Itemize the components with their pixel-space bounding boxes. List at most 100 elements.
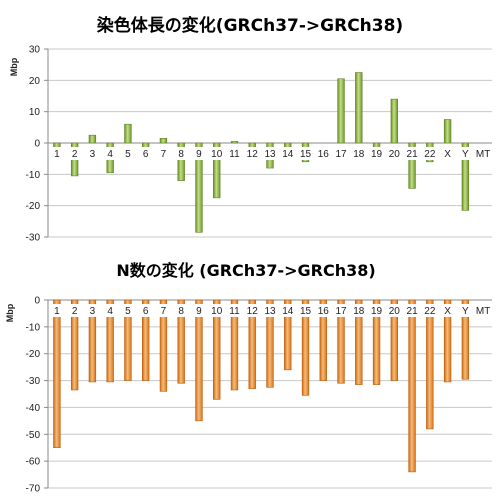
bar-chr-X — [443, 299, 452, 383]
y-axis-label: Mbp — [9, 57, 19, 76]
y-tick-label: -10 — [26, 170, 41, 181]
category-label-bg — [439, 147, 456, 160]
bar-chr-11 — [230, 299, 239, 391]
bar-chr-18 — [355, 299, 363, 385]
category-label-bg — [262, 147, 278, 160]
category-label-bg — [279, 304, 296, 317]
category-label: MT — [476, 306, 490, 317]
bar-chr-15 — [301, 299, 310, 396]
bar-chr-14 — [284, 299, 292, 371]
category-label: 9 — [196, 149, 202, 160]
category-label: 19 — [371, 306, 383, 317]
category-label-bg — [208, 304, 225, 317]
category-labels: 1 2 3 4 5 6 7 8 9 10 11 12 13 14 15 16 17 18 19 20 21 22 X Y MT — [48, 304, 492, 317]
category-label: 16 — [318, 149, 330, 160]
bar-chr-7 — [159, 138, 168, 144]
category-label: 4 — [107, 306, 113, 317]
category-label: 11 — [229, 306, 240, 317]
category-label: 2 — [72, 149, 78, 160]
category-label-bg — [315, 304, 332, 317]
y-tick-label: -70 — [26, 484, 41, 495]
category-label: X — [444, 149, 451, 160]
category-label: Y — [462, 306, 469, 317]
category-label-bg — [457, 304, 474, 317]
bar-chr-2 — [70, 299, 79, 391]
bar-chr-9 — [195, 142, 203, 233]
bar-chr-10 — [213, 299, 221, 400]
y-axis-label: Mbp — [5, 303, 15, 322]
category-label: 17 — [335, 149, 347, 160]
category-label-bg — [48, 304, 65, 317]
bar-chr-3 — [88, 299, 97, 383]
category-label-bg — [350, 147, 367, 160]
category-label: 14 — [282, 306, 294, 317]
bar-chr-16 — [319, 299, 327, 381]
category-label-bg — [457, 147, 474, 160]
category-label-bg — [279, 147, 296, 160]
y-tick-label: -50 — [26, 430, 41, 441]
bar-chr-19 — [372, 299, 381, 385]
y-tick-label: 10 — [29, 107, 41, 118]
category-label: 1 — [54, 149, 60, 160]
category-label-bg — [102, 304, 119, 317]
category-label-bg — [475, 147, 492, 160]
category-label: 19 — [371, 149, 383, 160]
chart-title: 染色体長の変化(GRCh37->GRCh38) — [97, 15, 403, 36]
y-tick-label: -30 — [26, 376, 41, 387]
n-count-change-chart: N数の変化 (GRCh37->GRCh38) Mbp 0 -10 -20 -30 -40… — [5, 261, 492, 495]
category-label-bg — [66, 147, 83, 160]
bar-chr-17 — [337, 78, 345, 144]
category-labels: 1 2 3 4 5 6 7 8 9 10 11 12 13 14 15 16 17 18 19 20 21 22 X Y MT — [48, 147, 492, 160]
category-label-bg — [386, 147, 403, 160]
category-label: 5 — [125, 149, 131, 160]
category-label-bg — [297, 147, 314, 160]
bar-chr-7 — [159, 299, 168, 392]
y-tick-label: -20 — [26, 201, 41, 212]
category-label: X — [444, 306, 451, 317]
category-label-bg — [173, 147, 190, 160]
category-label: 17 — [335, 306, 347, 317]
category-label-bg — [84, 304, 101, 317]
category-label: 13 — [264, 149, 276, 160]
category-label-bg — [102, 147, 119, 160]
category-label-bg — [297, 304, 314, 317]
category-label-bg — [208, 147, 225, 160]
y-tick-label: -60 — [26, 457, 41, 468]
category-label: 3 — [90, 306, 96, 317]
category-label: 20 — [389, 149, 401, 160]
category-label-bg — [84, 147, 101, 160]
category-label-bg — [475, 304, 492, 317]
category-label-bg — [190, 147, 207, 160]
bar-chr-X — [443, 119, 452, 144]
category-label: 21 — [407, 306, 419, 317]
category-label: 8 — [178, 306, 184, 317]
category-label-bg — [439, 304, 456, 317]
category-label-bg — [333, 304, 350, 317]
category-label-bg — [48, 147, 65, 160]
y-tick-label: 0 — [34, 296, 40, 307]
bar-chr-17 — [337, 299, 345, 384]
category-label: 3 — [90, 149, 96, 160]
category-label: 15 — [300, 149, 312, 160]
chart-title: N数の変化 (GRCh37->GRCh38) — [116, 261, 375, 280]
y-tick-label: -10 — [26, 322, 41, 333]
category-label-bg — [315, 147, 332, 160]
bar-chr-4 — [106, 299, 114, 383]
gridlines — [44, 48, 492, 238]
category-label-bg — [190, 304, 207, 317]
category-label: 4 — [107, 149, 113, 160]
category-label-bg — [368, 147, 385, 160]
category-label-bg — [244, 147, 261, 160]
category-label: 9 — [196, 306, 202, 317]
category-label-bg — [226, 147, 243, 160]
category-label: 22 — [424, 149, 436, 160]
bar-chr-Y — [461, 142, 470, 211]
category-label: 2 — [72, 306, 78, 317]
category-label-bg — [137, 147, 154, 160]
category-label: 14 — [282, 149, 294, 160]
y-tick-label: 20 — [29, 76, 41, 87]
category-label-bg — [421, 147, 438, 160]
bar-chr-12 — [248, 299, 256, 389]
